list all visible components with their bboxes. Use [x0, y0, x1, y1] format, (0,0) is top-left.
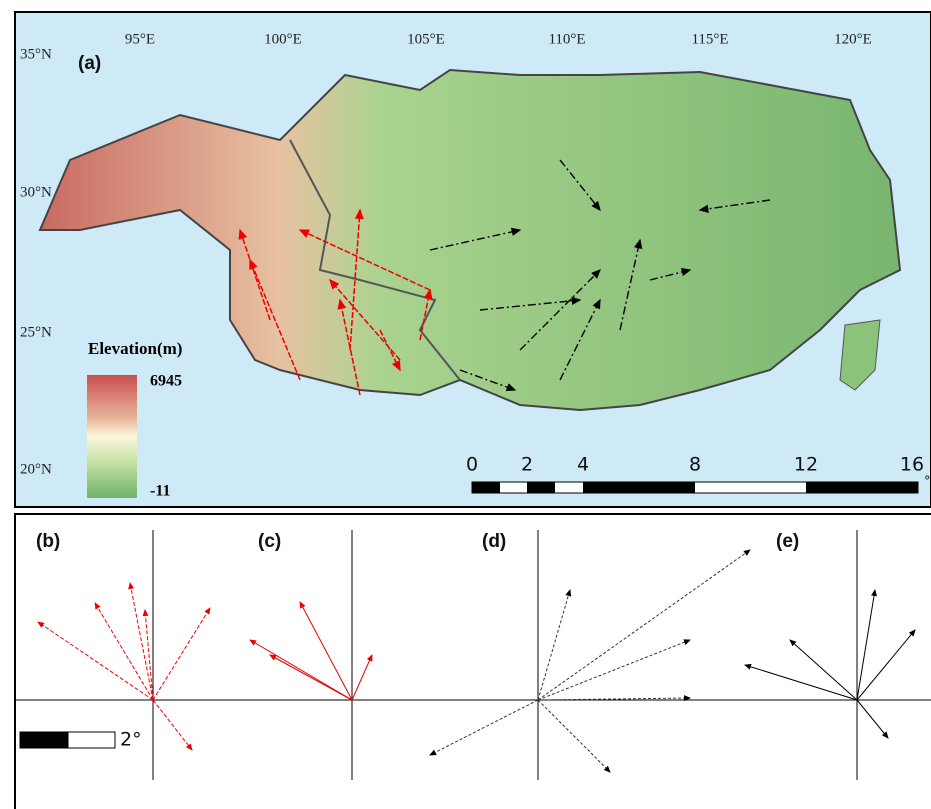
figure: 95°E 100°E 105°E 110°E 115°E 120°E 35°N …: [0, 0, 931, 809]
vector-panels: (b) (c) (d) (e) 2°: [15, 514, 931, 809]
legend-title: Elevation(m): [88, 339, 182, 358]
scale-label: 8: [689, 454, 701, 476]
lon-tick-label: 110°E: [548, 31, 585, 47]
lower-frame: [15, 514, 931, 809]
lon-tick-label: 120°E: [834, 31, 872, 47]
scale-label: 2: [521, 454, 533, 476]
panel-label: (b): [36, 531, 60, 552]
lat-tick-label: 30°N: [20, 184, 52, 200]
vector-scale-bar: [20, 732, 68, 748]
scale-label: 12: [794, 454, 818, 476]
vector-scale-bar: [68, 732, 115, 748]
lat-tick-label: 25°N: [20, 324, 52, 340]
legend-min: -11: [150, 483, 170, 500]
map-panel: 95°E 100°E 105°E 110°E 115°E 120°E 35°N …: [15, 12, 931, 507]
lon-tick-label: 105°E: [407, 31, 445, 47]
scale-label: 4: [577, 454, 589, 476]
scale-unit: °: [924, 475, 931, 490]
scale-label: 16: [900, 454, 924, 476]
panel-label: (d): [482, 531, 506, 552]
scale-label: 0: [466, 454, 478, 476]
scale-bar: [472, 482, 918, 493]
vector-scale-label: 2°: [120, 729, 142, 751]
legend-colorbar: [87, 375, 137, 498]
panel-label: (c): [258, 531, 281, 552]
lat-tick-label: 35°N: [20, 46, 52, 62]
lat-tick-label: 20°N: [20, 461, 52, 477]
lon-tick-label: 95°E: [125, 31, 155, 47]
panel-label: (e): [776, 531, 799, 552]
lon-tick-label: 100°E: [264, 31, 302, 47]
panel-label: (a): [78, 53, 101, 74]
legend-max: 6945: [150, 373, 182, 390]
lon-tick-label: 115°E: [691, 31, 728, 47]
